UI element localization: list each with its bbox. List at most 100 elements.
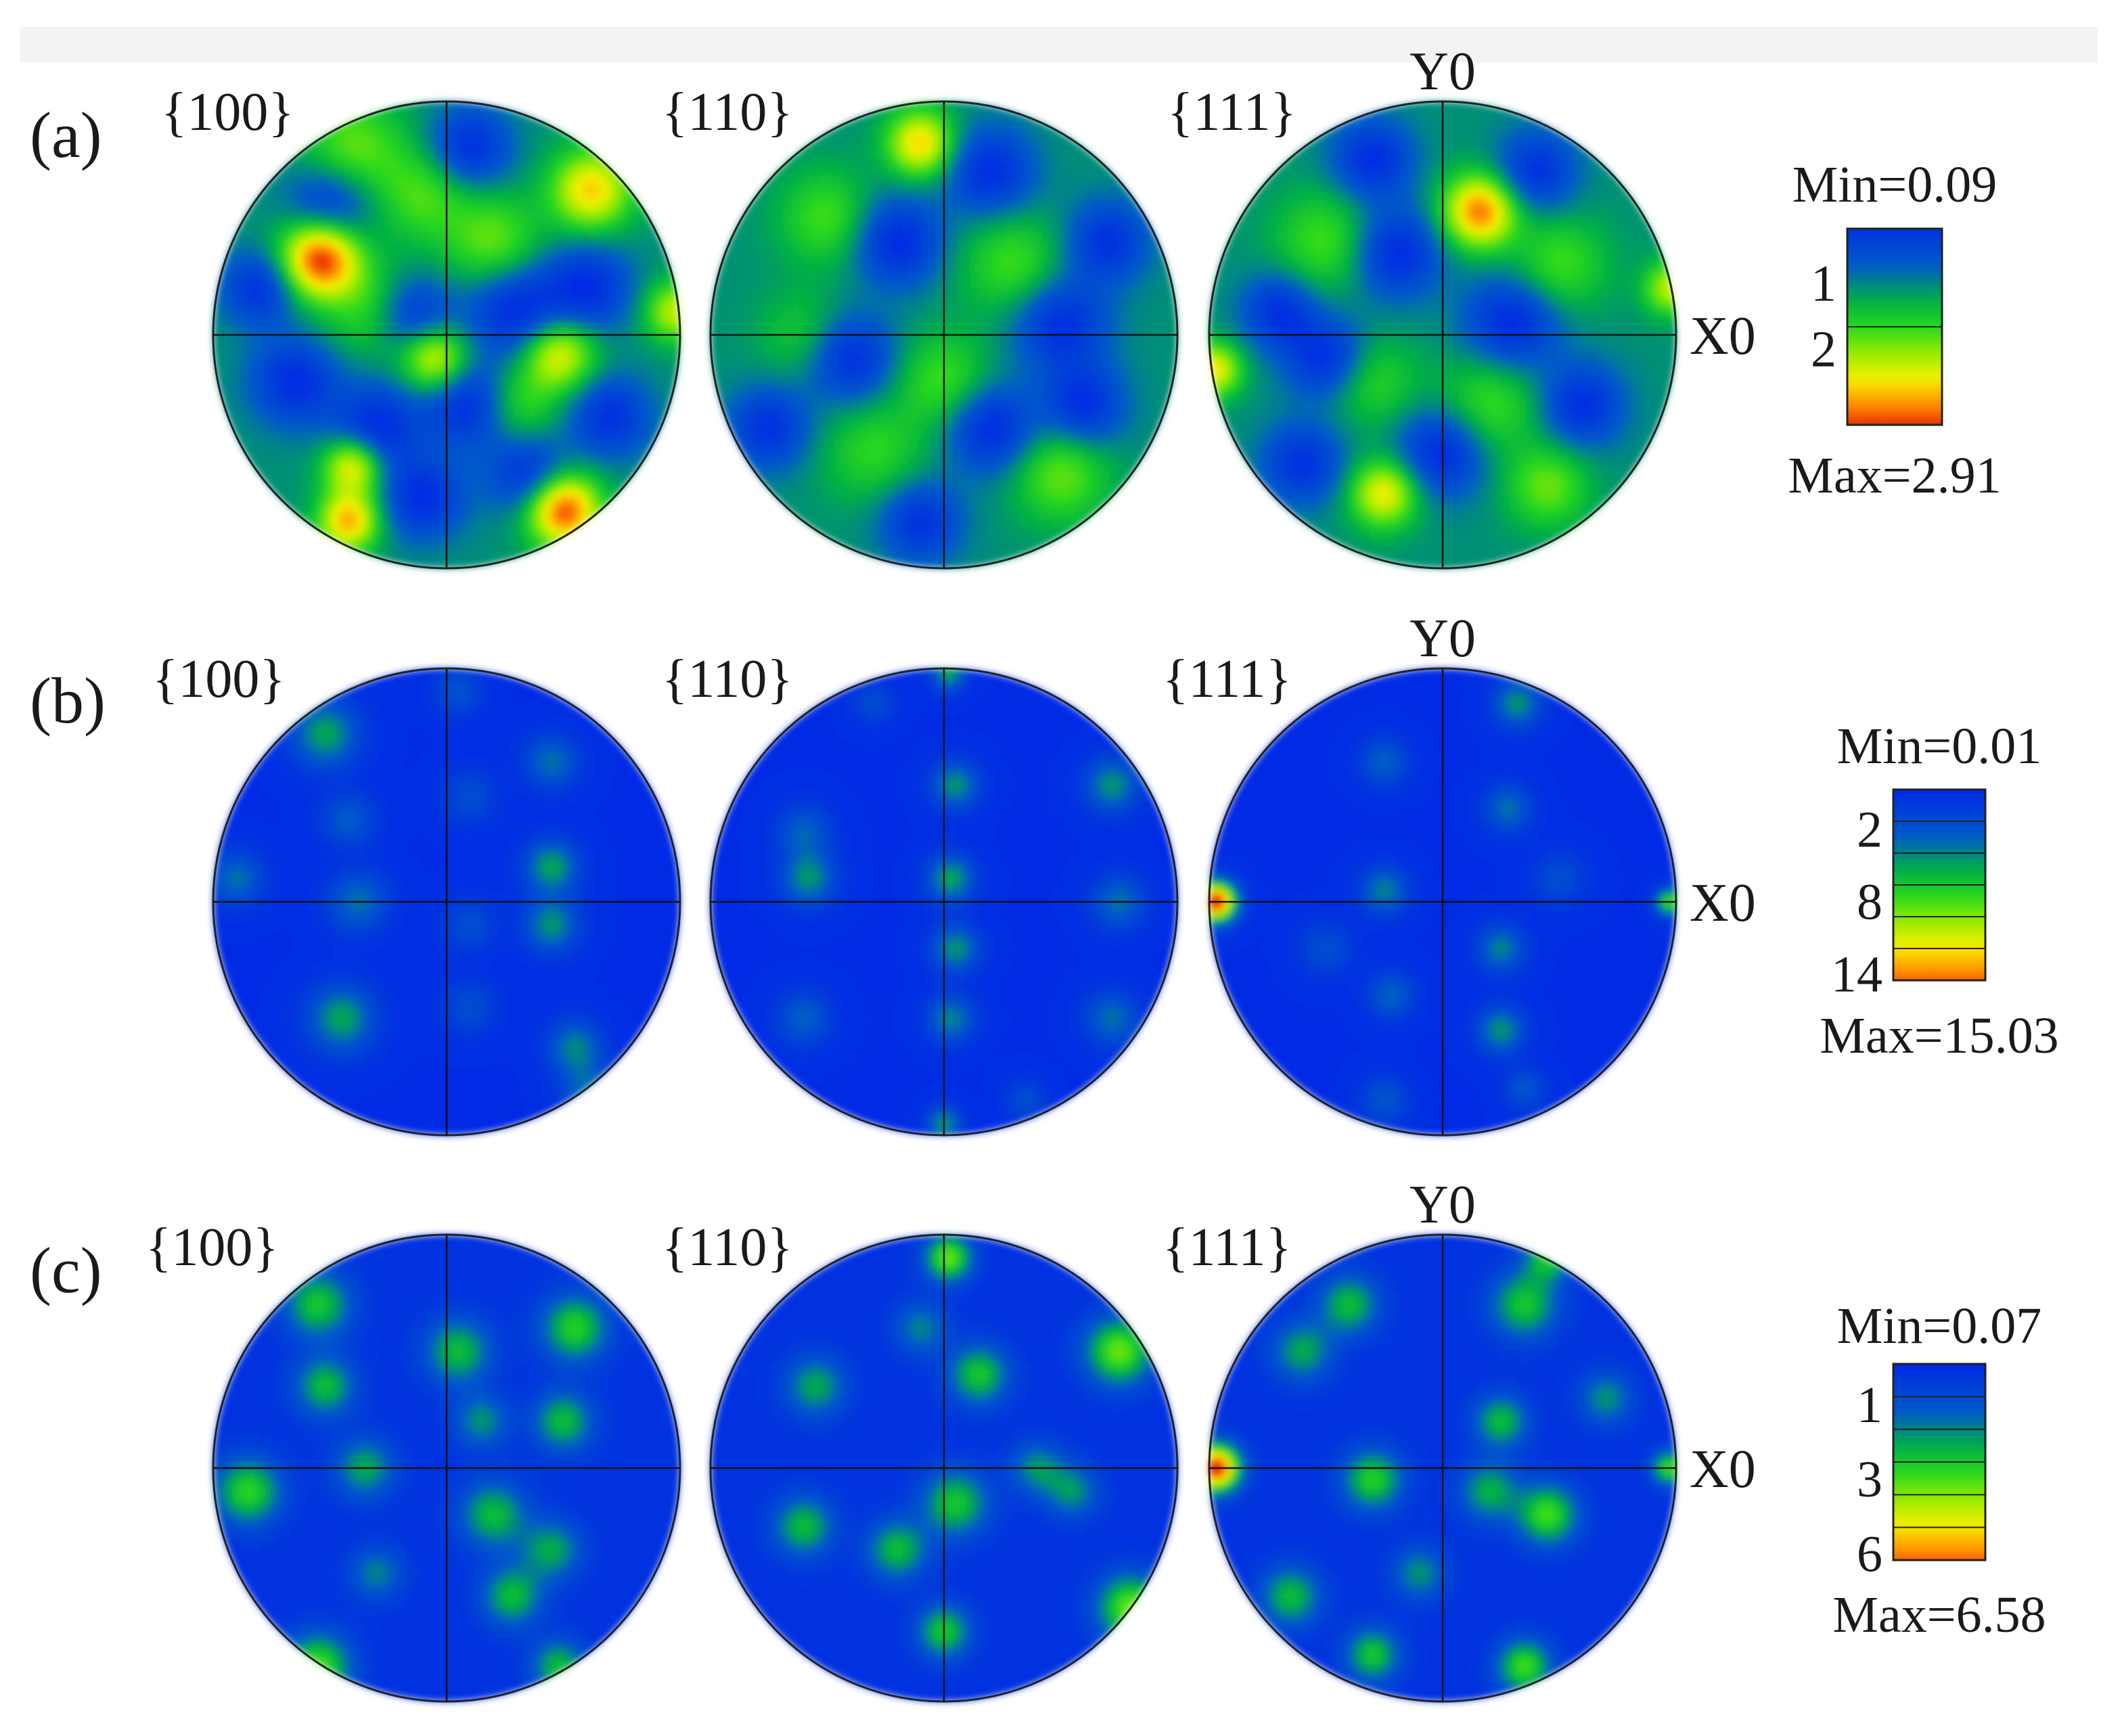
intensity-cell <box>312 449 317 455</box>
intensity-cell <box>394 122 400 128</box>
intensity-cell <box>400 403 405 408</box>
intensity-cell <box>457 138 462 143</box>
intensity-cell <box>415 428 421 434</box>
intensity-cell <box>483 262 489 268</box>
intensity-cell <box>363 418 369 424</box>
intensity-cell <box>457 340 462 346</box>
intensity-cell <box>410 112 415 117</box>
intensity-cell <box>535 267 540 273</box>
intensity-cell <box>312 319 317 325</box>
intensity-cell <box>379 304 384 309</box>
intensity-cell <box>322 154 328 159</box>
intensity-cell <box>296 247 302 252</box>
intensity-cell <box>436 127 442 133</box>
intensity-cell <box>322 174 328 179</box>
intensity-cell <box>353 236 359 242</box>
intensity-cell <box>260 195 265 200</box>
intensity-cell <box>359 475 364 480</box>
intensity-cell <box>535 133 540 138</box>
intensity-cell <box>509 236 514 242</box>
intensity-cell <box>447 501 452 506</box>
intensity-cell <box>239 273 244 278</box>
intensity-cell <box>384 127 390 133</box>
intensity-cell <box>472 319 478 325</box>
intensity-cell <box>275 247 281 252</box>
intensity-cell <box>426 516 431 522</box>
intensity-cell <box>478 294 483 299</box>
intensity-cell <box>509 506 514 511</box>
intensity-cell <box>301 174 307 179</box>
intensity-cell <box>301 511 307 517</box>
intensity-cell <box>503 231 509 237</box>
intensity-cell <box>384 335 390 340</box>
intensity-cell <box>431 133 436 138</box>
intensity-cell <box>431 428 436 434</box>
intensity-cell <box>436 361 442 366</box>
intensity-cell <box>394 397 400 403</box>
intensity-cell <box>499 423 504 428</box>
intensity-cell <box>410 428 415 434</box>
intensity-cell <box>260 403 265 408</box>
intensity-cell <box>374 278 380 283</box>
intensity-cell <box>514 387 520 392</box>
intensity-cell <box>328 273 333 278</box>
intensity-cell <box>359 418 364 424</box>
intensity-cell <box>431 226 436 231</box>
intensity-cell <box>426 288 431 294</box>
intensity-cell <box>421 273 426 278</box>
intensity-cell <box>426 382 431 387</box>
intensity-cell <box>519 490 524 496</box>
intensity-cell <box>468 169 473 175</box>
intensity-cell <box>250 454 255 459</box>
intensity-cell <box>384 101 390 107</box>
intensity-cell <box>488 376 493 382</box>
intensity-cell <box>301 169 307 175</box>
intensity-cell <box>338 511 343 517</box>
intensity-cell <box>317 480 322 486</box>
intensity-cell <box>317 154 322 159</box>
intensity-cell <box>493 382 499 387</box>
intensity-cell <box>493 454 499 459</box>
intensity-cell <box>250 392 255 397</box>
intensity-cell <box>519 298 524 304</box>
intensity-cell <box>394 356 400 361</box>
intensity-cell <box>338 480 343 486</box>
intensity-cell <box>436 392 442 397</box>
intensity-cell <box>535 325 540 330</box>
intensity-cell <box>348 195 353 200</box>
intensity-cell <box>343 361 348 366</box>
intensity-cell <box>223 314 229 319</box>
intensity-cell <box>322 459 328 465</box>
intensity-cell <box>260 407 265 413</box>
intensity-cell <box>244 407 250 413</box>
intensity-cell <box>452 444 457 449</box>
intensity-cell <box>254 216 260 221</box>
intensity-cell <box>410 231 415 237</box>
intensity-cell <box>499 127 504 133</box>
intensity-cell <box>493 434 499 439</box>
intensity-cell <box>260 298 265 304</box>
intensity-cell <box>390 169 395 175</box>
intensity-cell <box>447 216 452 221</box>
intensity-cell <box>250 319 255 325</box>
intensity-cell <box>483 179 489 185</box>
intensity-cell <box>384 418 390 424</box>
intensity-cell <box>488 247 493 252</box>
intensity-cell <box>374 356 380 361</box>
intensity-cell <box>514 210 520 216</box>
intensity-cell <box>244 195 250 200</box>
intensity-cell <box>488 485 493 490</box>
intensity-cell <box>447 262 452 268</box>
intensity-cell <box>265 438 271 444</box>
intensity-cell <box>390 127 395 133</box>
intensity-cell <box>514 185 520 190</box>
intensity-cell <box>317 418 322 424</box>
intensity-cell <box>328 490 333 496</box>
intensity-cell <box>472 200 478 206</box>
intensity-cell <box>343 537 348 543</box>
intensity-cell <box>379 273 384 278</box>
intensity-cell <box>317 288 322 294</box>
intensity-cell <box>426 449 431 455</box>
intensity-cell <box>312 169 317 175</box>
figure-layer: (a) {100} {110} {111}Y0X012Min=0.09Max=2.91… <box>30 42 2059 1702</box>
